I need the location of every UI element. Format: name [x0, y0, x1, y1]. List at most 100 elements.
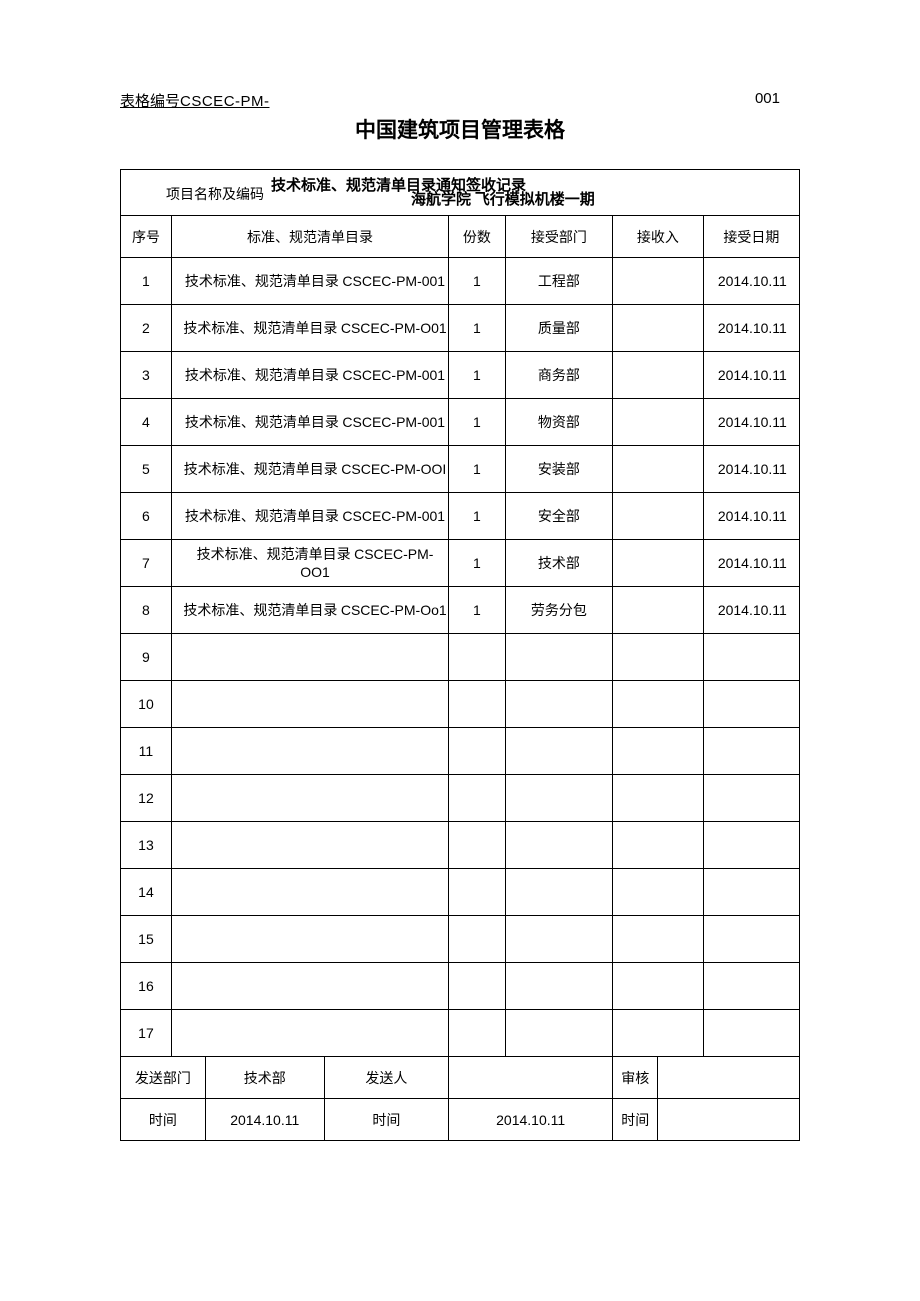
copies-cell: 1	[449, 493, 506, 540]
form-number-value: 001	[755, 90, 800, 111]
header-row: 序号 标准、规范清单目录 份数 接受部门 接收入 接受日期	[121, 216, 800, 258]
copies-cell	[449, 963, 506, 1010]
seq-cell: 11	[121, 728, 172, 775]
desc-cell	[171, 916, 448, 963]
date-cell	[703, 869, 799, 916]
desc-cn: 技术标准、规范清单目录	[183, 604, 341, 619]
receiver-cell	[613, 822, 704, 869]
table-row: 10	[121, 681, 800, 728]
seq-cell: 3	[121, 352, 172, 399]
desc-cn: 技术标准、规范清单目录	[184, 463, 342, 478]
project-label: 项目名称及编码	[166, 184, 264, 204]
col-receiver-header: 接收入	[613, 216, 704, 258]
review-label: 审核	[613, 1057, 658, 1099]
col-dept-header: 接受部门	[505, 216, 612, 258]
desc-cell	[171, 869, 448, 916]
table-row: 9	[121, 634, 800, 681]
copies-cell: 1	[449, 305, 506, 352]
receiver-cell	[613, 869, 704, 916]
desc-cell: 技术标准、规范清单目录 CSCEC-PM-001	[171, 493, 448, 540]
receiver-cell	[613, 634, 704, 681]
send-dept-value: 技术部	[205, 1057, 324, 1099]
desc-cn: 技术标准、规范清单目录	[185, 275, 343, 290]
table-row: 3技术标准、规范清单目录 CSCEC-PM-0011商务部2014.10.11	[121, 352, 800, 399]
copies-cell: 1	[449, 258, 506, 305]
copies-cell	[449, 916, 506, 963]
date-cell	[703, 775, 799, 822]
sender-label: 发送人	[324, 1057, 448, 1099]
desc-cell: 技术标准、规范清单目录 CSCEC-PM-Oo1	[171, 587, 448, 634]
main-title: 中国建筑项目管理表格	[120, 114, 800, 144]
receiver-cell	[613, 258, 704, 305]
seq-cell: 1	[121, 258, 172, 305]
date-cell	[703, 634, 799, 681]
desc-cell: 技术标准、规范清单目录 CSCEC-PM-001	[171, 258, 448, 305]
copies-cell	[449, 681, 506, 728]
receiver-cell	[613, 305, 704, 352]
copies-cell	[449, 822, 506, 869]
table-row: 14	[121, 869, 800, 916]
copies-cell: 1	[449, 587, 506, 634]
date-cell: 2014.10.11	[703, 399, 799, 446]
desc-cell	[171, 1010, 448, 1057]
seq-cell: 5	[121, 446, 172, 493]
table-row: 17	[121, 1010, 800, 1057]
seq-cell: 4	[121, 399, 172, 446]
review-value	[658, 1057, 800, 1099]
desc-cell	[171, 775, 448, 822]
time-label-2: 时间	[324, 1099, 448, 1141]
time-value-3	[658, 1099, 800, 1141]
sender-value	[449, 1057, 613, 1099]
table-row: 16	[121, 963, 800, 1010]
date-cell: 2014.10.11	[703, 352, 799, 399]
copies-cell	[449, 728, 506, 775]
copies-cell: 1	[449, 352, 506, 399]
receiver-cell	[613, 493, 704, 540]
header-line: 表格编号CSCEC-PM- 001	[120, 90, 800, 111]
receiver-cell	[613, 1010, 704, 1057]
receiver-cell	[613, 728, 704, 775]
dept-cell	[505, 775, 612, 822]
table-row: 5技术标准、规范清单目录 CSCEC-PM-OOI1安装部2014.10.11	[121, 446, 800, 493]
seq-cell: 6	[121, 493, 172, 540]
copies-cell	[449, 1010, 506, 1057]
date-cell	[703, 822, 799, 869]
dept-cell: 安全部	[505, 493, 612, 540]
date-cell: 2014.10.11	[703, 446, 799, 493]
dept-cell	[505, 1010, 612, 1057]
table-row: 2技术标准、规范清单目录 CSCEC-PM-O011质量部2014.10.11	[121, 305, 800, 352]
seq-cell: 17	[121, 1010, 172, 1057]
dept-cell: 工程部	[505, 258, 612, 305]
table-row: 13	[121, 822, 800, 869]
table-row: 6技术标准、规范清单目录 CSCEC-PM-0011安全部2014.10.11	[121, 493, 800, 540]
table-row: 11	[121, 728, 800, 775]
send-dept-label: 发送部门	[121, 1057, 206, 1099]
time-label-1: 时间	[121, 1099, 206, 1141]
form-number-label: 表格编号CSCEC-PM-	[120, 90, 270, 111]
copies-cell: 1	[449, 399, 506, 446]
date-cell: 2014.10.11	[703, 587, 799, 634]
receiver-cell	[613, 916, 704, 963]
date-cell: 2014.10.11	[703, 540, 799, 587]
desc-en: CSCEC-PM-001	[342, 273, 445, 289]
time-label-3: 时间	[613, 1099, 658, 1141]
title-cell: 项目名称及编码 技术标准、规范清单目录通知签收记录 海航学院 飞行模拟机楼一期	[121, 170, 800, 216]
desc-en: CSCEC-PM-001	[342, 414, 445, 430]
desc-cell	[171, 681, 448, 728]
seq-cell: 16	[121, 963, 172, 1010]
table-row: 7技术标准、规范清单目录 CSCEC-PM-OO11技术部2014.10.11	[121, 540, 800, 587]
footer-row-2: 时间 2014.10.11 时间 2014.10.11 时间	[121, 1099, 800, 1141]
receiver-cell	[613, 352, 704, 399]
desc-cell	[171, 728, 448, 775]
desc-cn: 技术标准、规范清单目录	[185, 416, 343, 431]
table-row: 15	[121, 916, 800, 963]
desc-cell: 技术标准、规范清单目录 CSCEC-PM-001	[171, 352, 448, 399]
date-cell	[703, 728, 799, 775]
dept-cell	[505, 869, 612, 916]
desc-en: CSCEC-PM-OOI	[341, 461, 446, 477]
dept-cell	[505, 634, 612, 681]
seq-cell: 8	[121, 587, 172, 634]
form-label-code: CSCEC-PM-	[180, 93, 270, 110]
dept-cell: 质量部	[505, 305, 612, 352]
doc-title-bottom: 海航学院 飞行模拟机楼一期	[411, 188, 595, 209]
